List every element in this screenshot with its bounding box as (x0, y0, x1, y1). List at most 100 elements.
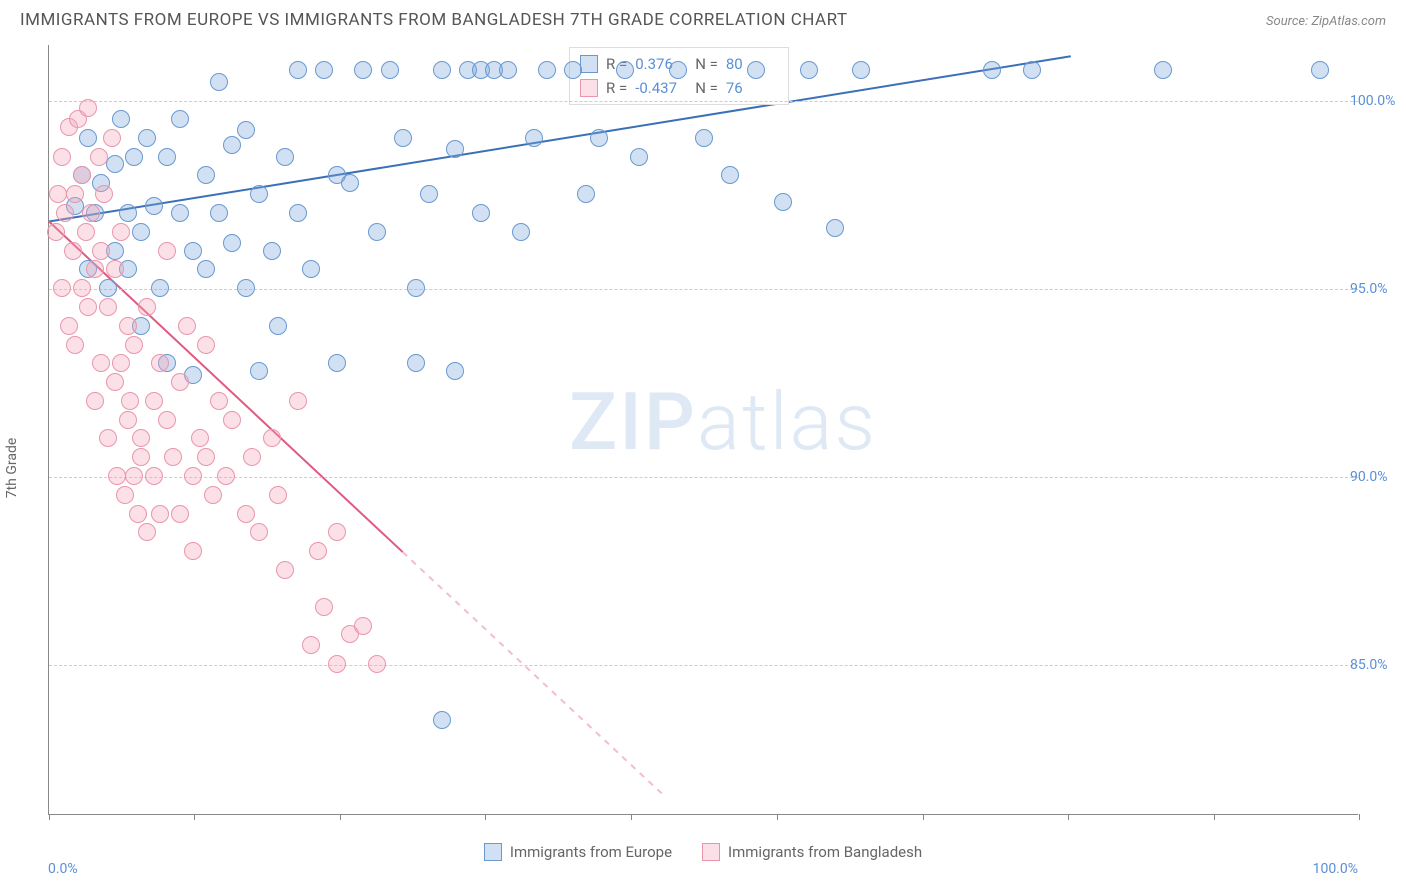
data-point (151, 354, 169, 372)
data-point (315, 598, 333, 616)
data-point (328, 523, 346, 541)
data-point (223, 136, 241, 154)
data-point (86, 392, 104, 410)
data-point (103, 129, 121, 147)
data-point (263, 242, 281, 260)
data-point (119, 317, 137, 335)
chart-title: IMMIGRANTS FROM EUROPE VS IMMIGRANTS FRO… (20, 10, 848, 30)
data-point (800, 61, 818, 79)
data-point (112, 223, 130, 241)
data-point (250, 362, 268, 380)
data-point (774, 193, 792, 211)
data-point (99, 429, 117, 447)
data-point (151, 279, 169, 297)
trend-lines-svg (49, 45, 1359, 815)
data-point (590, 129, 608, 147)
data-point (341, 174, 359, 192)
data-point (210, 204, 228, 222)
data-point (223, 411, 241, 429)
data-point (512, 223, 530, 241)
data-point (695, 129, 713, 147)
data-point (132, 223, 150, 241)
data-point (394, 129, 412, 147)
data-point (129, 505, 147, 523)
data-point (302, 260, 320, 278)
x-tick (1214, 814, 1215, 820)
data-point (119, 411, 137, 429)
data-point (112, 110, 130, 128)
data-point (328, 354, 346, 372)
data-point (826, 219, 844, 237)
data-point (616, 61, 634, 79)
data-point (53, 279, 71, 297)
swatch (580, 79, 598, 97)
data-point (197, 448, 215, 466)
data-point (178, 317, 196, 335)
data-point (289, 61, 307, 79)
data-point (138, 298, 156, 316)
data-point (309, 542, 327, 560)
data-point (184, 467, 202, 485)
data-point (171, 505, 189, 523)
data-point (145, 467, 163, 485)
data-point (852, 61, 870, 79)
data-point (158, 242, 176, 260)
y-tick-label: 90.0% (1350, 469, 1406, 485)
data-point (99, 298, 117, 316)
data-point (250, 185, 268, 203)
gridline (49, 101, 1358, 102)
data-point (1023, 61, 1041, 79)
data-point (368, 223, 386, 241)
data-point (184, 242, 202, 260)
data-point (525, 129, 543, 147)
data-point (289, 392, 307, 410)
data-point (112, 354, 130, 372)
data-point (49, 185, 67, 203)
x-tick (194, 814, 195, 820)
y-tick-label: 85.0% (1350, 657, 1406, 673)
data-point (433, 711, 451, 729)
data-point (132, 429, 150, 447)
data-point (204, 486, 222, 504)
data-point (79, 129, 97, 147)
data-point (721, 166, 739, 184)
data-point (269, 317, 287, 335)
data-point (197, 260, 215, 278)
data-point (223, 234, 241, 252)
data-point (354, 61, 372, 79)
data-point (171, 204, 189, 222)
data-point (210, 73, 228, 91)
chart-area: 7th Grade ZIPatlas R =0.376N =80R =-0.43… (0, 35, 1406, 885)
data-point (60, 317, 78, 335)
data-point (99, 279, 117, 297)
data-point (95, 185, 113, 203)
data-point (315, 61, 333, 79)
data-point (138, 523, 156, 541)
data-point (79, 298, 97, 316)
data-point (171, 373, 189, 391)
legend-item-europe: Immigrants from Europe (484, 843, 672, 861)
data-point (79, 99, 97, 117)
data-point (446, 362, 464, 380)
data-point (77, 223, 95, 241)
data-point (116, 486, 134, 504)
trend-line (49, 56, 1071, 221)
data-point (106, 260, 124, 278)
x-axis-max: 100.0% (1313, 861, 1358, 877)
data-point (237, 505, 255, 523)
data-point (276, 561, 294, 579)
data-point (381, 61, 399, 79)
data-point (269, 486, 287, 504)
y-tick-label: 95.0% (1350, 281, 1406, 297)
x-tick (49, 814, 50, 820)
data-point (125, 148, 143, 166)
data-point (197, 166, 215, 184)
data-point (158, 148, 176, 166)
data-point (237, 121, 255, 139)
x-tick (485, 814, 486, 820)
data-point (243, 448, 261, 466)
data-point (132, 448, 150, 466)
data-point (433, 61, 451, 79)
data-point (407, 354, 425, 372)
x-tick (340, 814, 341, 820)
